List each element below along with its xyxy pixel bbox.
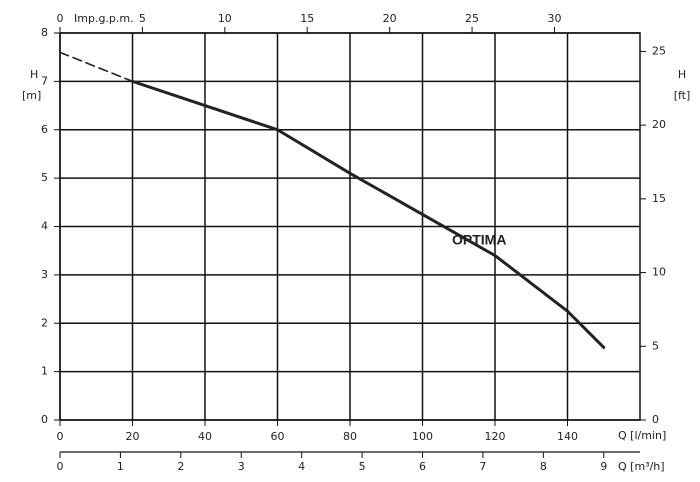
- top-tick-label: 0: [57, 12, 64, 25]
- y-tick-label: 3: [41, 268, 48, 281]
- bottom-tick-label: 0: [57, 460, 64, 473]
- y-tick-label: 0: [41, 413, 48, 426]
- bottom-tick-label: 3: [238, 460, 245, 473]
- annotation: OPTIMA: [452, 232, 506, 248]
- top-tick-label: 30: [547, 12, 561, 25]
- curve: [131, 79, 606, 349]
- curve: [59, 51, 134, 83]
- x-label: Q [l/min]: [618, 429, 666, 442]
- bottom-tick-label: 5: [359, 460, 366, 473]
- top-tick-label: 15: [300, 12, 314, 25]
- top-tick-label: 5: [139, 12, 146, 25]
- bottom-tick-label: 9: [600, 460, 607, 473]
- y-tick-label: 4: [41, 220, 48, 233]
- x-tick-label: 20: [126, 430, 140, 443]
- bottom-tick-label: 8: [540, 460, 547, 473]
- x-tick-label: 80: [343, 430, 357, 443]
- y2-tick-label: 0: [652, 413, 659, 426]
- top-tick-label: 20: [383, 12, 397, 25]
- x-tick-label: 100: [412, 430, 433, 443]
- y2-tick-label: 15: [652, 192, 666, 205]
- y-tick-label: 8: [41, 26, 48, 39]
- bottom-tick-label: 1: [117, 460, 124, 473]
- y2-tick-label: 10: [652, 266, 666, 279]
- y-tick-label: 7: [41, 74, 48, 87]
- bottom-axis-label: Q [m³/h]: [618, 460, 665, 473]
- y2-tick-label: 5: [652, 339, 659, 352]
- x-tick-label: 60: [271, 430, 285, 443]
- top-tick-label: 10: [218, 12, 232, 25]
- y2-label-unit: [ft]: [674, 89, 691, 102]
- y-tick-label: 2: [41, 316, 48, 329]
- y-tick-label: 1: [41, 365, 48, 378]
- bottom-tick-label: 2: [177, 460, 184, 473]
- y2-tick-label: 25: [652, 44, 666, 57]
- top-axis-label: Imp.g.p.m.: [74, 12, 134, 25]
- top-tick-label: 25: [465, 12, 479, 25]
- bottom-tick-label: 4: [298, 460, 305, 473]
- x-tick-label: 40: [198, 430, 212, 443]
- y2-label: H: [678, 68, 686, 81]
- y-label: H: [30, 68, 38, 81]
- bottom-tick-label: 6: [419, 460, 426, 473]
- x-tick-label: 120: [485, 430, 506, 443]
- x-tick-label: 0: [57, 430, 64, 443]
- y2-tick-label: 20: [652, 118, 666, 131]
- y-tick-label: 6: [41, 123, 48, 136]
- y-tick-label: 5: [41, 171, 48, 184]
- x-tick-label: 140: [557, 430, 578, 443]
- bottom-tick-label: 7: [479, 460, 486, 473]
- y-label-unit: [m]: [22, 89, 41, 102]
